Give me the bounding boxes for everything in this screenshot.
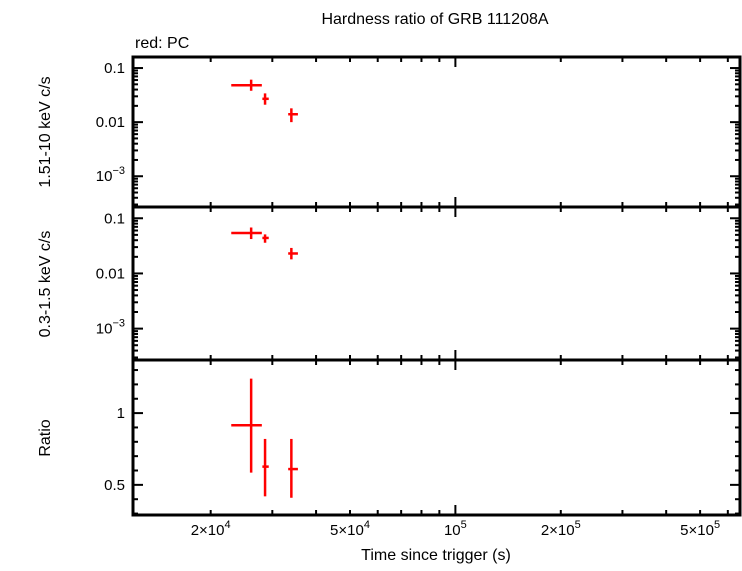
y-axis-label-ratio: Ratio xyxy=(37,419,54,456)
x-tick-label: 105 xyxy=(444,519,467,539)
y-axis-label-soft: 0.3-1.5 keV c/s xyxy=(37,231,54,338)
chart-subtitle: red: PC xyxy=(135,35,189,52)
y-axis-label-hard: 1.51-10 keV c/s xyxy=(37,76,54,187)
x-tick-label: 5×104 xyxy=(330,519,370,539)
x-tick-label: 2×104 xyxy=(191,519,231,539)
y-tick-label: 0.5 xyxy=(104,477,125,494)
y-tick-label: 0.1 xyxy=(104,60,125,77)
x-axis-label: Time since trigger (s) xyxy=(361,547,511,564)
x-tick-label: 5×105 xyxy=(680,519,720,539)
y-tick-label: 10−3 xyxy=(96,165,125,185)
x-tick-label: 2×105 xyxy=(541,519,581,539)
panel-frame-1 xyxy=(131,205,742,362)
panel-frame-0 xyxy=(131,55,742,209)
y-tick-label: 10−3 xyxy=(96,318,125,338)
y-tick-label: 0.01 xyxy=(96,114,125,131)
y-tick-label: 1 xyxy=(117,405,125,422)
panel-frame-2 xyxy=(131,358,742,517)
chart-title: Hardness ratio of GRB 111208A xyxy=(321,11,548,28)
y-tick-label: 0.1 xyxy=(104,210,125,227)
y-tick-label: 0.01 xyxy=(96,265,125,282)
